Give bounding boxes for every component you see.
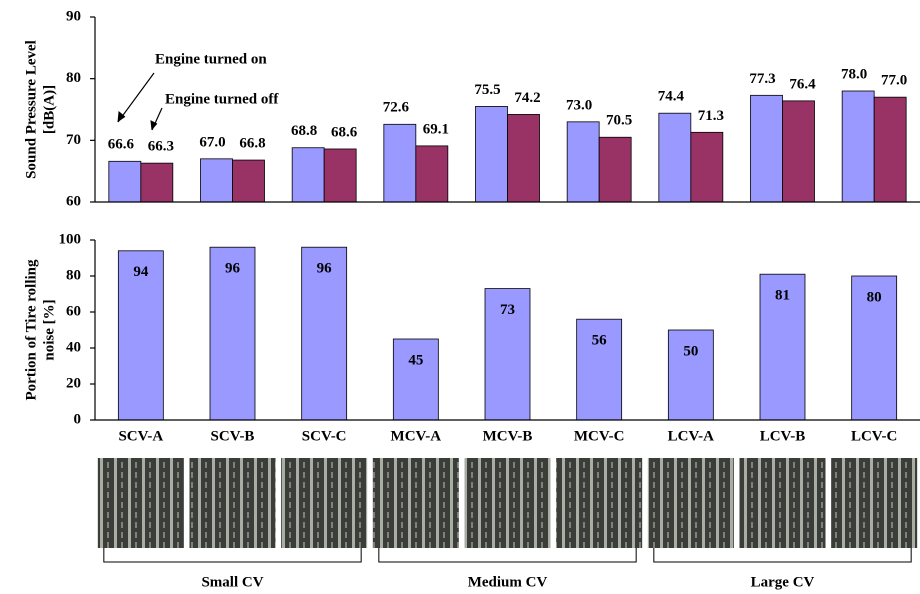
value-label: 77.0 — [881, 73, 907, 89]
y-tick-label: 60 — [66, 193, 81, 209]
bar — [117, 250, 164, 421]
bar — [383, 123, 417, 203]
y-axis-label: noise [%] — [41, 299, 57, 360]
bar — [232, 159, 265, 203]
value-label: 96 — [225, 261, 241, 277]
value-label: 56 — [592, 333, 608, 349]
y-axis-label: Sound Pressure Level — [23, 40, 39, 179]
bar — [851, 275, 898, 421]
group-label: Large CV — [751, 574, 815, 590]
bar — [873, 96, 907, 203]
bar — [667, 329, 714, 421]
y-tick-label: 80 — [66, 267, 81, 283]
tire-image — [372, 458, 459, 548]
value-label: 71.3 — [698, 108, 724, 124]
value-label: 80 — [867, 289, 882, 305]
bar — [140, 162, 174, 203]
value-label: 66.3 — [148, 139, 174, 155]
x-tick-label: LCV-B — [760, 428, 806, 444]
bar — [475, 106, 508, 203]
bar — [323, 148, 357, 203]
x-tick-label: SCV-C — [302, 428, 347, 444]
tire-image — [739, 458, 826, 548]
value-label: 78.0 — [841, 66, 867, 82]
bar — [782, 100, 815, 203]
tire-image — [281, 458, 368, 548]
bar — [415, 145, 449, 203]
legend-annotation: Engine turned on — [155, 51, 267, 67]
value-label: 74.4 — [658, 89, 685, 105]
bar — [750, 94, 783, 203]
bar — [209, 246, 256, 421]
x-tick-label: SCV-A — [118, 428, 163, 444]
value-label: 50 — [683, 343, 698, 359]
value-label: 66.8 — [239, 136, 265, 152]
legend-annotation: Engine turned off — [165, 91, 279, 107]
bar — [108, 160, 142, 203]
tire-image — [189, 458, 276, 548]
bar — [484, 288, 531, 421]
tire-image — [831, 458, 918, 548]
bar — [658, 112, 692, 203]
y-axis-label: Portion of Tire rolling — [23, 259, 39, 400]
value-label: 74.2 — [514, 90, 540, 106]
x-tick-label: MCV-C — [574, 428, 625, 444]
bar — [759, 273, 806, 421]
y-tick-label: 70 — [66, 132, 81, 148]
value-label: 96 — [317, 261, 333, 277]
value-label: 81 — [775, 288, 790, 304]
tire-image — [464, 458, 551, 548]
x-tick-label: LCV-A — [668, 428, 715, 444]
value-label: 67.0 — [199, 134, 225, 150]
value-label: 73 — [500, 302, 515, 318]
value-label: 94 — [133, 264, 149, 280]
tire-image — [97, 458, 184, 548]
value-label: 70.5 — [606, 113, 632, 129]
y-tick-label: 0 — [74, 411, 82, 427]
y-tick-label: 40 — [66, 339, 81, 355]
y-axis-label: [dB(A)] — [41, 85, 57, 134]
group-label: Medium CV — [468, 574, 548, 590]
bar — [690, 131, 724, 203]
arrow-head — [150, 120, 158, 131]
value-label: 72.6 — [383, 100, 410, 116]
x-tick-label: SCV-B — [211, 428, 255, 444]
group-bracket — [378, 548, 637, 563]
bar — [392, 338, 439, 421]
value-label: 77.3 — [749, 71, 775, 87]
x-tick-label: MCV-B — [483, 428, 533, 444]
group-bracket — [103, 548, 362, 563]
value-label: 76.4 — [789, 76, 816, 92]
value-label: 45 — [408, 352, 423, 368]
value-label: 68.8 — [291, 123, 317, 139]
y-tick-label: 20 — [66, 375, 81, 391]
bar — [291, 147, 325, 203]
value-label: 69.1 — [423, 121, 449, 137]
tire-image — [647, 458, 734, 548]
y-tick-label: 100 — [59, 231, 82, 247]
value-label: 73.0 — [566, 97, 592, 113]
y-tick-label: 60 — [66, 303, 81, 319]
annotation-arrow — [117, 72, 155, 123]
group-bracket — [653, 548, 912, 563]
tire-images — [97, 458, 918, 548]
bar — [598, 136, 632, 203]
bar — [200, 158, 233, 203]
value-label: 66.6 — [108, 137, 135, 153]
group-label: Small CV — [201, 574, 263, 590]
bar — [507, 114, 540, 203]
y-tick-label: 80 — [66, 70, 81, 86]
tire-image — [556, 458, 643, 548]
value-label: 68.6 — [331, 124, 358, 140]
arrow-head — [117, 111, 126, 123]
value-label: 75.5 — [474, 82, 500, 98]
y-tick-label: 90 — [66, 8, 81, 24]
x-tick-label: LCV-C — [851, 428, 897, 444]
bar — [841, 90, 875, 203]
x-tick-label: MCV-A — [391, 428, 442, 444]
bar — [566, 121, 600, 203]
